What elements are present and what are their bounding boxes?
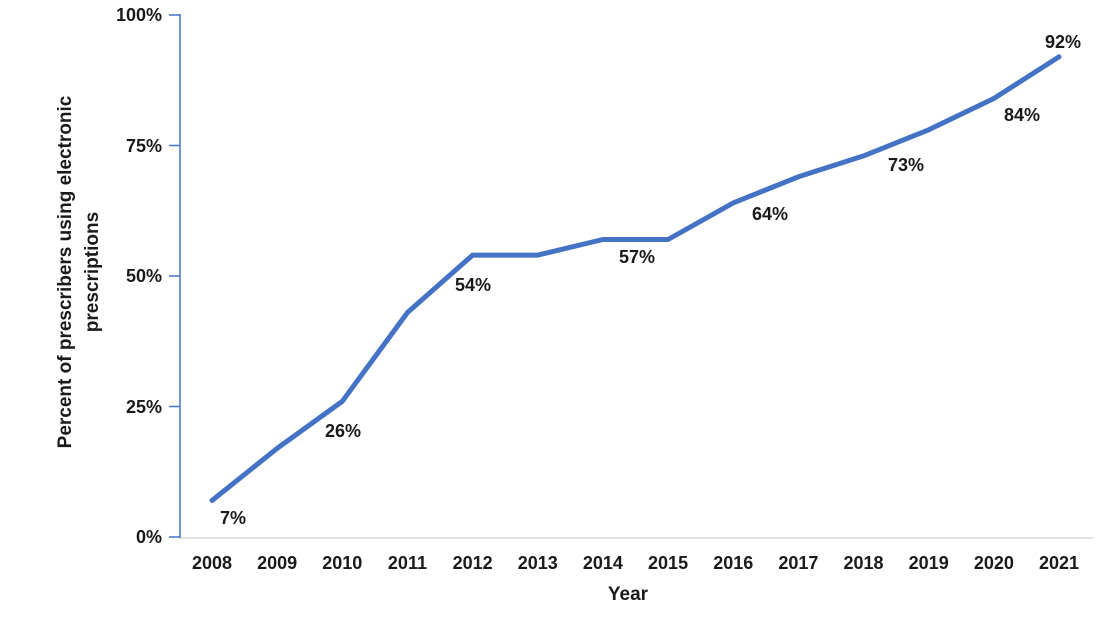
x-tick-label: 2010 bbox=[322, 553, 363, 573]
x-tick-label: 2019 bbox=[908, 553, 949, 573]
y-tick-label: 100% bbox=[115, 5, 162, 25]
y-tick-label: 0% bbox=[135, 527, 162, 547]
data-label: 92% bbox=[1044, 32, 1082, 52]
data-line bbox=[209, 54, 1062, 503]
data-label: 57% bbox=[618, 247, 656, 267]
data-label: 7% bbox=[219, 508, 246, 528]
data-label: 64% bbox=[751, 204, 789, 224]
x-tick-label: 2014 bbox=[582, 553, 623, 573]
y-axis-title: Percent of prescribers using electronic … bbox=[55, 95, 103, 449]
y-tick-label: 25% bbox=[125, 396, 162, 417]
x-tick-label: 2020 bbox=[973, 553, 1014, 573]
x-tick-label: 2008 bbox=[191, 553, 233, 573]
data-label: 26% bbox=[324, 421, 362, 441]
data-label: 54% bbox=[454, 275, 492, 295]
y-tick-label: 50% bbox=[125, 266, 162, 286]
x-axis-title: Year bbox=[607, 584, 649, 605]
x-tick-label: 2013 bbox=[517, 553, 558, 573]
x-tick-label: 2015 bbox=[648, 553, 689, 573]
y-axis-ticks bbox=[169, 14, 180, 538]
x-tick-label: 2012 bbox=[452, 553, 493, 573]
data-label: 84% bbox=[1003, 105, 1041, 125]
x-tick-label: 2016 bbox=[713, 553, 754, 573]
y-tick-label: 75% bbox=[125, 135, 162, 156]
x-tick-label: 2011 bbox=[387, 553, 427, 573]
x-tick-label: 2018 bbox=[843, 553, 884, 573]
x-tick-label: 2009 bbox=[257, 553, 298, 573]
x-tick-label: 2017 bbox=[778, 553, 819, 573]
x-tick-label: 2021 bbox=[1038, 553, 1080, 573]
data-label: 73% bbox=[887, 155, 925, 175]
